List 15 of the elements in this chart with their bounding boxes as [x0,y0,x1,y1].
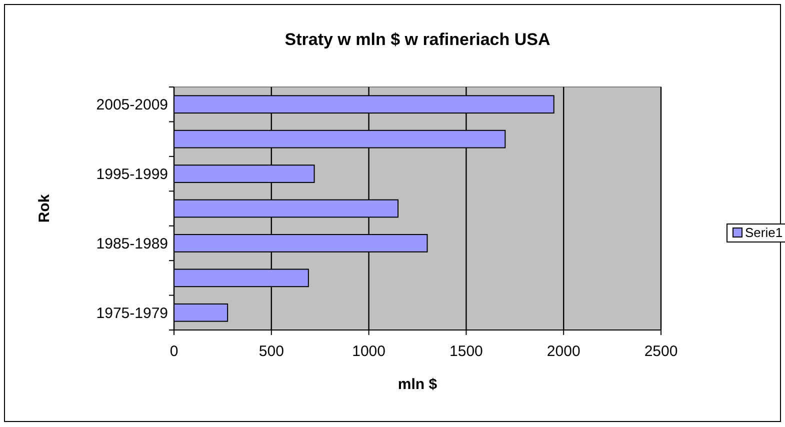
x-tick-label: 2000 [546,343,580,360]
y-tick-label: 2005-2009 [96,96,168,114]
x-tick-label: 500 [258,343,284,360]
x-tick-label: 2500 [644,343,678,360]
x-tick-label: 0 [170,343,178,360]
chart-title: Straty w mln $ w rafineriach USA [284,30,550,49]
y-tick-label: 1975-1979 [96,304,168,322]
y-tick-label: 1995-1999 [96,166,168,184]
y-axis-title: Rok [36,194,53,223]
bar [174,303,228,322]
x-tick-label: 1000 [352,343,386,360]
y-tick-label: 1985-1989 [96,235,168,252]
x-tick-label: 1500 [450,343,483,360]
legend-label: Serie1 [745,225,783,240]
x-axis-title: mln $ [398,376,438,393]
